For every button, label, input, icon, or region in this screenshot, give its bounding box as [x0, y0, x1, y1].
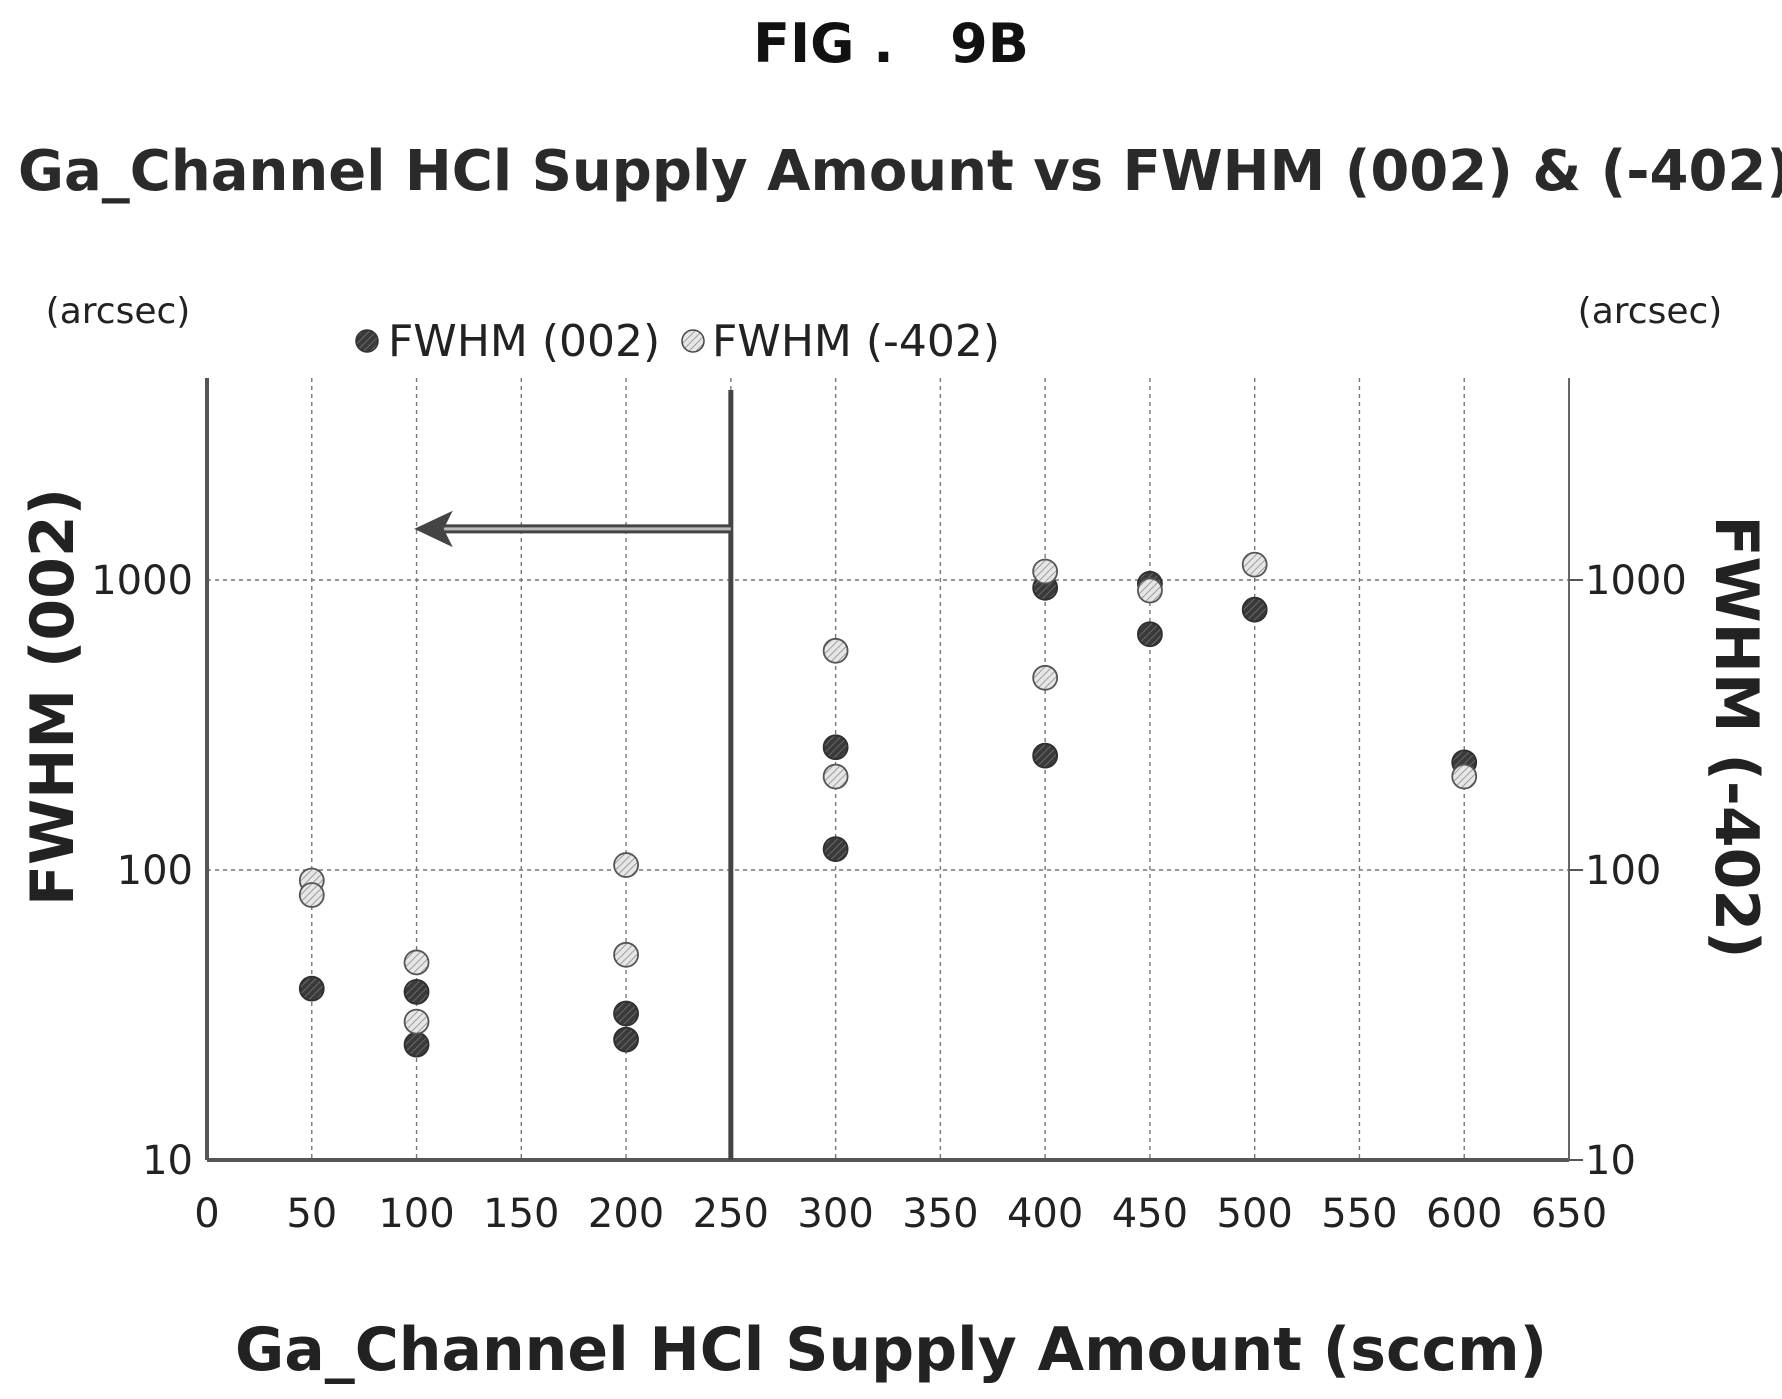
y-axis-title-right: FWHM (-402) [1701, 516, 1771, 959]
data-point-fwhm-402 [1137, 577, 1163, 604]
x-tick-label: 50 [286, 1191, 337, 1237]
data-point-fwhm-402 [822, 763, 849, 790]
data-point-fwhm-002 [298, 975, 325, 1002]
y-tick-label-left: 100 [117, 848, 193, 894]
data-point-fwhm-002 [822, 836, 849, 863]
y-tick-label-right: 10 [1585, 1138, 1636, 1184]
y-unit-left: (arcsec) [46, 291, 191, 332]
y-tick-label-left: 10 [142, 1138, 193, 1184]
legend-marker-fwhm-402 [681, 329, 705, 353]
x-tick-label: 250 [693, 1191, 769, 1237]
data-point-fwhm-402 [822, 637, 849, 664]
data-point-fwhm-002 [613, 1026, 639, 1053]
data-point-fwhm-402 [1451, 763, 1478, 790]
legend-label-fwhm-002: FWHM (002) [388, 316, 660, 367]
legend-label-fwhm-402: FWHM (-402) [712, 316, 1000, 367]
data-point-fwhm-402 [613, 941, 639, 968]
data-point-fwhm-402 [613, 852, 639, 878]
y-unit-right: (arcsec) [1578, 291, 1723, 332]
data-point-fwhm-402 [403, 1008, 430, 1035]
x-tick-label: 150 [483, 1191, 559, 1237]
data-point-fwhm-402 [1032, 558, 1059, 585]
y-tick-label-left: 1000 [91, 558, 193, 604]
data-point-fwhm-002 [1137, 621, 1163, 648]
x-tick-label: 0 [194, 1191, 219, 1237]
x-tick-label: 650 [1531, 1191, 1607, 1237]
x-tick-label: 400 [1007, 1191, 1083, 1237]
x-tick-label: 450 [1112, 1191, 1188, 1237]
chart-title: Ga_Channel HCl Supply Amount vs FWHM (00… [18, 139, 1782, 204]
data-point-fwhm-002 [403, 978, 430, 1005]
data-points [298, 551, 1478, 1058]
annotations [414, 390, 734, 1160]
axes [205, 378, 1570, 1162]
data-point-fwhm-002 [1241, 596, 1268, 623]
data-point-fwhm-402 [1032, 664, 1059, 691]
data-point-fwhm-002 [1032, 742, 1059, 769]
x-axis-title: Ga_Channel HCl Supply Amount (sccm) [235, 1315, 1547, 1385]
figure-label: FIG . 9B [753, 12, 1029, 75]
y-tick-label-right: 1000 [1585, 558, 1687, 604]
x-tick-label: 500 [1217, 1191, 1293, 1237]
y-axis-title-left: FWHM (002) [18, 488, 88, 906]
legend: FWHM (002) FWHM (-402) [355, 316, 1000, 367]
x-tick-label: 100 [378, 1191, 454, 1237]
x-tick-label: 550 [1321, 1191, 1397, 1237]
arrow-head [414, 510, 453, 548]
x-tick-label: 300 [797, 1191, 873, 1237]
data-point-fwhm-002 [822, 734, 849, 761]
legend-marker-fwhm-002 [355, 329, 379, 353]
x-tick-label: 600 [1426, 1191, 1502, 1237]
data-point-fwhm-002 [403, 1031, 430, 1058]
data-point-fwhm-402 [298, 882, 325, 908]
data-point-fwhm-402 [1241, 551, 1268, 578]
data-point-fwhm-402 [403, 949, 430, 976]
tick-labels: 0 50 100 150 200 250 300 350 400 450 500 550 600 650 1… [91, 558, 1687, 1237]
data-point-fwhm-002 [613, 1000, 639, 1027]
y-tick-label-right: 100 [1585, 848, 1661, 894]
x-tick-label: 350 [902, 1191, 978, 1237]
x-tick-label: 200 [588, 1191, 664, 1237]
